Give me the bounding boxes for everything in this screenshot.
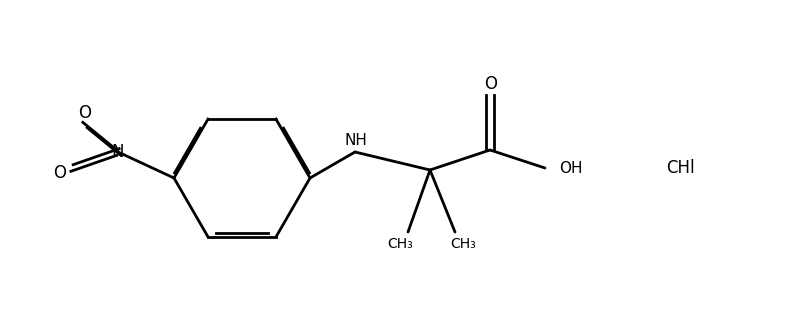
- Text: CH₃: CH₃: [450, 237, 476, 251]
- Text: CHl: CHl: [666, 159, 694, 177]
- Text: O: O: [78, 104, 92, 122]
- Text: N: N: [111, 143, 124, 161]
- Text: CH₃: CH₃: [387, 237, 413, 251]
- Text: O: O: [484, 75, 498, 93]
- Text: O: O: [54, 164, 66, 182]
- Text: NH: NH: [344, 132, 367, 148]
- Text: OH: OH: [559, 161, 582, 175]
